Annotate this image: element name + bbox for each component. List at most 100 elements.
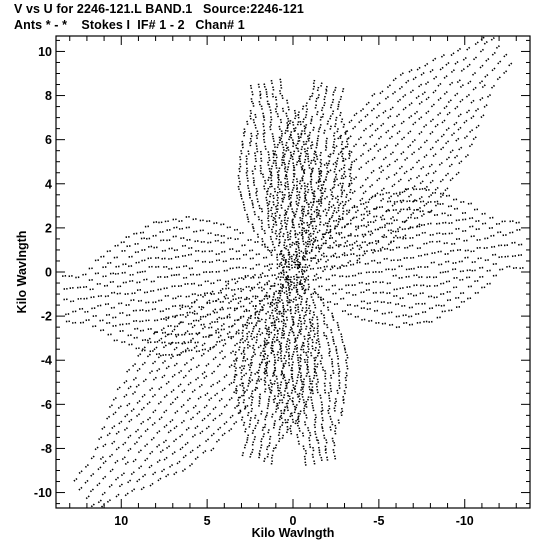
uv-point bbox=[276, 336, 279, 341]
uv-point bbox=[412, 76, 418, 81]
uv-point bbox=[240, 288, 245, 293]
uv-point bbox=[313, 208, 318, 213]
y-tick-label: -10 bbox=[34, 486, 52, 500]
uv-point bbox=[194, 455, 200, 461]
uv-point bbox=[165, 365, 171, 370]
uv-point bbox=[429, 233, 435, 236]
uv-point bbox=[276, 404, 280, 409]
uv-point bbox=[198, 383, 204, 388]
uv-point bbox=[315, 155, 319, 160]
uv-point bbox=[279, 380, 283, 386]
uv-point bbox=[334, 397, 338, 403]
uv-point bbox=[295, 403, 298, 409]
uv-point bbox=[292, 127, 296, 133]
uv-point bbox=[324, 175, 328, 181]
uv-point bbox=[327, 168, 332, 174]
uv-point bbox=[275, 205, 278, 211]
uv-point bbox=[284, 387, 287, 392]
uv-point bbox=[227, 237, 232, 240]
uv-point bbox=[178, 369, 183, 374]
uv-point bbox=[241, 382, 245, 387]
uv-point bbox=[310, 351, 313, 357]
uv-point bbox=[391, 183, 396, 188]
uv-point bbox=[126, 368, 131, 373]
uv-point bbox=[438, 161, 444, 166]
uv-point bbox=[320, 456, 323, 462]
uv-point bbox=[312, 298, 315, 304]
uv-point bbox=[131, 292, 136, 295]
uv-point bbox=[106, 250, 112, 253]
uv-point bbox=[269, 379, 272, 384]
uv-point bbox=[140, 420, 145, 425]
uv-point bbox=[265, 196, 268, 201]
uv-point bbox=[246, 344, 252, 349]
uv-point bbox=[317, 276, 322, 279]
uv-point bbox=[320, 197, 323, 203]
uv-point bbox=[121, 455, 127, 461]
uv-point bbox=[342, 210, 345, 215]
uv-point bbox=[304, 152, 308, 158]
uv-point bbox=[292, 184, 296, 189]
uv-point bbox=[340, 140, 344, 146]
uv-point bbox=[335, 349, 338, 355]
uv-point bbox=[512, 266, 518, 269]
uv-point bbox=[503, 69, 508, 75]
uv-point bbox=[118, 420, 123, 425]
uv-point bbox=[314, 225, 318, 230]
uv-point bbox=[393, 288, 399, 291]
uv-point bbox=[237, 410, 242, 415]
uv-point bbox=[201, 260, 207, 263]
uv-point bbox=[425, 172, 430, 177]
uv-point bbox=[316, 378, 319, 383]
uv-point bbox=[327, 206, 331, 211]
uv-point bbox=[286, 281, 290, 286]
uv-point bbox=[174, 409, 179, 414]
uv-point bbox=[303, 319, 306, 325]
uv-point bbox=[126, 402, 131, 407]
uv-point bbox=[332, 161, 337, 166]
uv-point bbox=[341, 157, 345, 162]
uv-point bbox=[108, 453, 114, 458]
uv-point bbox=[270, 171, 273, 177]
uv-point bbox=[240, 369, 243, 374]
uv-point bbox=[185, 409, 190, 414]
uv-point bbox=[303, 182, 306, 187]
uv-point bbox=[333, 441, 336, 447]
uv-point bbox=[252, 227, 255, 232]
uv-point bbox=[229, 414, 234, 419]
uv-point bbox=[285, 348, 288, 353]
uv-point bbox=[445, 156, 451, 161]
uv-point bbox=[325, 85, 328, 91]
uv-point bbox=[273, 282, 276, 287]
uv-point bbox=[152, 330, 158, 335]
uv-point bbox=[295, 281, 299, 286]
uv-point bbox=[297, 201, 300, 207]
uv-point bbox=[302, 348, 305, 353]
uv-point bbox=[265, 411, 269, 417]
uv-point bbox=[416, 66, 421, 71]
uv-point bbox=[255, 263, 261, 266]
uv-point bbox=[162, 344, 168, 349]
uv-point bbox=[243, 372, 248, 377]
uv-point bbox=[380, 169, 385, 174]
uv-point bbox=[420, 71, 426, 76]
uv-point bbox=[353, 175, 358, 181]
uv-point bbox=[349, 243, 354, 246]
uv-point bbox=[316, 352, 320, 357]
uv-point bbox=[296, 393, 299, 398]
uv-point bbox=[284, 163, 287, 168]
uv-point bbox=[280, 357, 283, 362]
uv-point bbox=[313, 288, 316, 293]
uv-point bbox=[345, 371, 348, 377]
uv-point bbox=[133, 336, 139, 339]
uv-point bbox=[269, 108, 272, 114]
uv-point bbox=[319, 196, 323, 201]
uv-point bbox=[323, 129, 326, 134]
uv-point bbox=[291, 218, 295, 223]
uv-point bbox=[287, 117, 290, 123]
uv-point bbox=[188, 305, 194, 310]
uv-point bbox=[289, 194, 293, 199]
uv-point bbox=[375, 240, 380, 245]
uv-point bbox=[283, 219, 287, 224]
uv-point bbox=[91, 307, 96, 310]
